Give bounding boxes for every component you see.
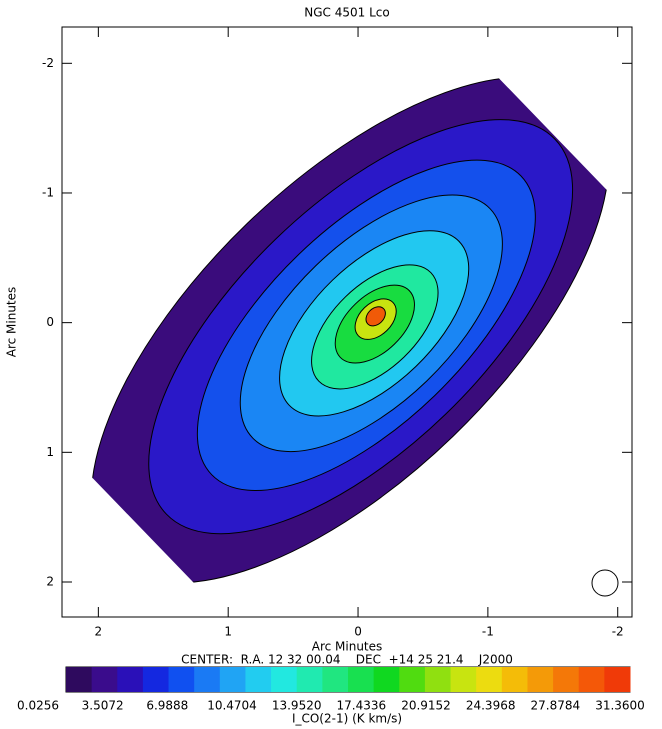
colorbar-label: I_CO(2-1) (K km/s) bbox=[292, 712, 402, 726]
x-axis-label: Arc Minutes bbox=[312, 640, 383, 654]
y-tick-label: 1 bbox=[46, 445, 54, 459]
colorbar-tick-label: 24.3968 bbox=[466, 699, 516, 713]
emission-map bbox=[90, 76, 610, 584]
colorbar-tick-label: 3.5072 bbox=[82, 699, 124, 713]
colorbar-cell bbox=[168, 667, 195, 692]
colorbar-cell bbox=[476, 667, 503, 692]
colorbar-cell bbox=[194, 667, 221, 692]
colorbar-cell bbox=[501, 667, 528, 692]
colorbar-cell bbox=[424, 667, 452, 692]
colorbar-cell bbox=[553, 667, 580, 692]
plot-frame bbox=[61, 26, 633, 618]
y-tick-label: 2 bbox=[46, 574, 54, 588]
y-axis-label: Arc Minutes bbox=[5, 287, 19, 358]
beam bbox=[591, 569, 619, 597]
colorbar-cell bbox=[450, 667, 477, 692]
colorbar-tick-label: 31.3600 bbox=[595, 699, 645, 713]
colorbar-cell bbox=[271, 667, 298, 692]
colorbar-cell bbox=[348, 667, 375, 692]
colorbar-cell bbox=[373, 667, 400, 692]
x-tick-label: 1 bbox=[224, 625, 232, 639]
colorbar-cell bbox=[91, 667, 118, 692]
colorbar-cell bbox=[142, 667, 170, 692]
x-tick-label: 0 bbox=[354, 625, 362, 639]
center-label: CENTER: R.A. 12 32 00.04 DEC +14 25 21.4… bbox=[181, 653, 513, 667]
y-tick-label: -1 bbox=[42, 185, 54, 199]
colorbar-tick-label: 20.9152 bbox=[401, 699, 451, 713]
colorbar-tick-label: 13.9520 bbox=[272, 699, 322, 713]
colorbar-tick-label: 17.4336 bbox=[337, 699, 387, 713]
emission-level bbox=[365, 306, 386, 327]
colorbar-cell bbox=[219, 667, 246, 692]
colorbar-tick-label: 6.9888 bbox=[146, 699, 188, 713]
x-tick-label: -2 bbox=[612, 625, 624, 639]
colorbar-tick-label: 27.8784 bbox=[531, 699, 581, 713]
x-tick-label: 2 bbox=[95, 625, 103, 639]
colorbar-cell bbox=[399, 667, 426, 692]
colorbar-cell bbox=[296, 667, 323, 692]
colorbar-cell bbox=[527, 667, 554, 692]
colorbar-cell bbox=[117, 667, 144, 692]
colorbar-cell bbox=[578, 667, 605, 692]
colorbar-tick-label: 0.0256 bbox=[17, 699, 59, 713]
colorbar-cell bbox=[322, 667, 349, 692]
colorbar-cell bbox=[66, 667, 93, 692]
colorbar-cell bbox=[604, 667, 631, 692]
y-tick-label: -2 bbox=[42, 56, 54, 70]
x-tick-label: -1 bbox=[482, 625, 494, 639]
colorbar-cell bbox=[245, 667, 272, 692]
colorbar-tick-label: 10.4704 bbox=[207, 699, 257, 713]
chart-title: NGC 4501 Lco bbox=[304, 6, 389, 20]
y-tick-label: 0 bbox=[46, 315, 54, 329]
